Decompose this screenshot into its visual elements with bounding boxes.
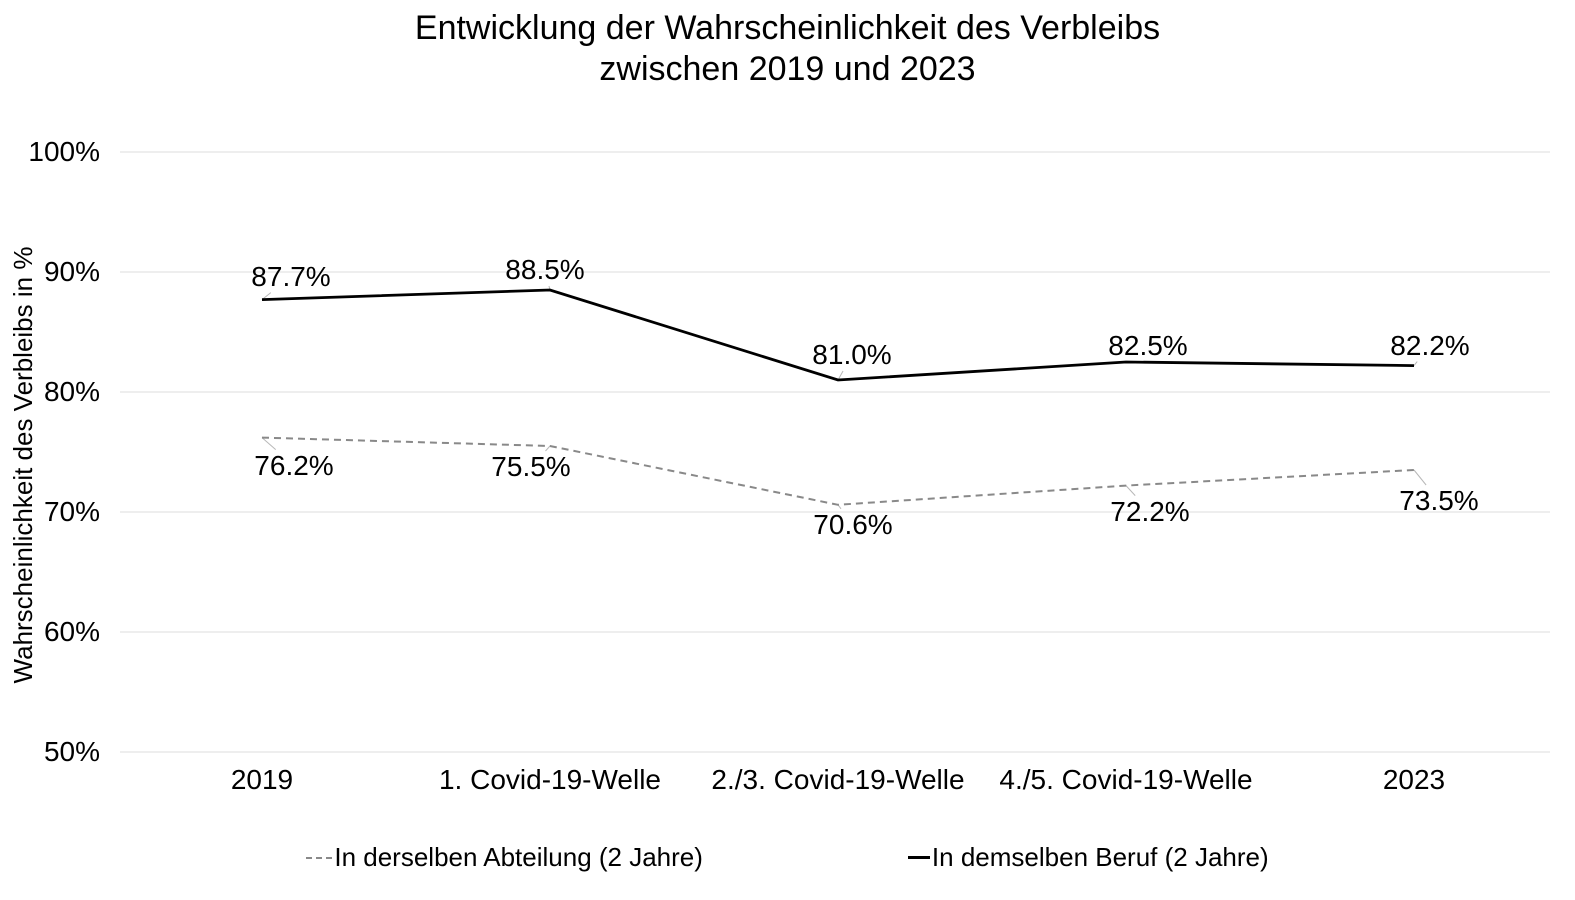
x-category-label: 2023 [1382,764,1446,795]
data-label: 72.2% [1110,495,1190,527]
legend-dashed-line-icon [306,856,333,859]
label-leader-line [1125,485,1136,496]
legend-solid-line-icon [907,856,930,859]
data-label: 70.6% [813,508,893,540]
label-leader-line [261,437,277,450]
label-leader-line [545,445,551,452]
chart-title: Entwicklung der Wahrscheinlichkeit des V… [414,9,1161,89]
y-tick-label: 70% [43,496,100,527]
legend: In derselben Abteilung (2 Jahre) In dems… [0,842,1575,873]
legend-item-abteilung: In derselben Abteilung (2 Jahre) [306,842,703,873]
x-category-label: 2./3. Covid-19-Welle [711,764,965,795]
data-label: 75.5% [491,451,571,482]
data-label: 82.2% [1390,329,1470,361]
series-line-beruf [261,288,1415,382]
label-leader-line [1413,469,1427,486]
x-category-label: 1. Covid-19-Welle [438,764,662,795]
data-label: 82.5% [1108,330,1188,361]
x-category-label: 2019 [230,764,294,795]
y-tick-label: 80% [43,376,100,407]
data-label: 73.5% [1399,485,1479,516]
legend-label-abteilung: In derselben Abteilung (2 Jahre) [334,842,703,872]
y-tick-label: 90% [43,256,100,287]
x-category-label: 4./5. Covid-19-Welle [999,764,1253,795]
label-leader-line [837,370,844,381]
legend-label-beruf: In demselben Beruf (2 Jahre) [931,842,1269,872]
label-leader-line [1413,361,1418,366]
data-label: 88.5% [505,254,585,285]
data-label: 76.2% [254,449,334,481]
data-label: 87.7% [251,260,331,292]
y-tick-label: 60% [43,616,100,647]
y-tick-label: 100% [28,136,100,167]
legend-item-beruf: In demselben Beruf (2 Jahre) [907,842,1269,873]
series-line-abteilung [261,436,1415,506]
data-label: 81.0% [812,339,892,370]
y-tick-label: 50% [43,736,100,767]
